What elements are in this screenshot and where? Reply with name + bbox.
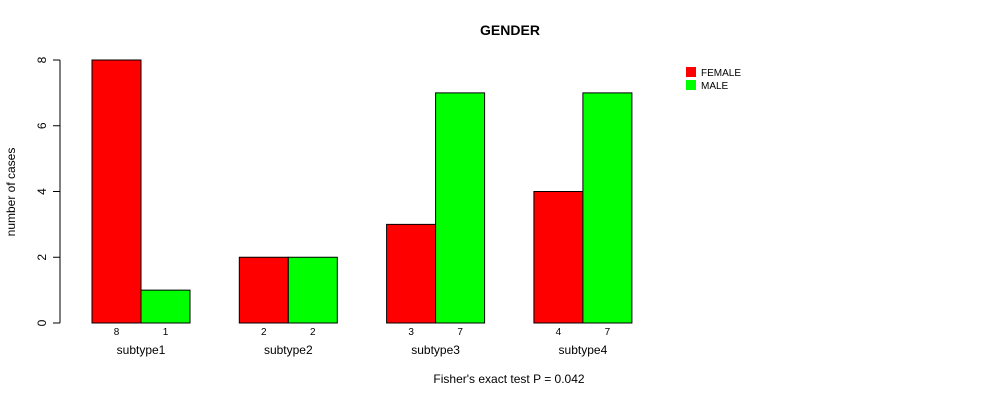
bar-count-label: 4 — [556, 327, 562, 338]
bar-female-subtype2 — [238, 256, 289, 324]
bar-count-label: 2 — [310, 327, 316, 338]
y-axis-label: number of cases — [4, 148, 18, 237]
bar-count-label: 8 — [114, 327, 120, 338]
bar-male-subtype4 — [582, 92, 633, 324]
bar-group-subtype4: 4 7 subtype4 — [533, 92, 633, 357]
bar-male-subtype3 — [435, 92, 486, 324]
y-tick-label: 6 — [35, 122, 49, 129]
bar-count-label: 2 — [261, 327, 267, 338]
y-tick-label: 8 — [35, 56, 49, 63]
bar-group-subtype3: 3 7 subtype3 — [386, 92, 486, 357]
y-axis: 0 2 4 6 8 — [35, 56, 61, 326]
y-tick-label: 2 — [35, 254, 49, 261]
category-label: subtype4 — [559, 343, 608, 357]
bar-count-label: 7 — [457, 327, 463, 338]
bar-group-subtype2: 2 2 subtype2 — [238, 256, 338, 357]
legend-label-female: FEMALE — [701, 68, 741, 79]
legend-swatch-male — [686, 80, 696, 90]
legend: FEMALE MALE — [686, 67, 741, 92]
bar-count-label: 7 — [605, 327, 611, 338]
category-label: subtype2 — [264, 343, 313, 357]
category-label: subtype3 — [411, 343, 460, 357]
bar-female-subtype3 — [386, 223, 437, 324]
bar-female-subtype4 — [533, 191, 584, 324]
bar-groups: 8 1 subtype1 2 2 subtype2 3 7 subtype3 4 7 subtype4 — [91, 59, 633, 357]
chart-title: GENDER — [480, 22, 540, 38]
y-tick-label: 4 — [35, 188, 49, 195]
bar-count-label: 3 — [408, 327, 414, 338]
fisher-test-footnote: Fisher's exact test P = 0.042 — [433, 372, 584, 386]
bar-female-subtype1 — [91, 59, 142, 324]
bar-count-label: 1 — [163, 327, 169, 338]
legend-swatch-female — [686, 67, 696, 77]
legend-label-male: MALE — [701, 81, 729, 92]
y-tick-label: 0 — [35, 319, 49, 326]
category-label: subtype1 — [117, 343, 166, 357]
bar-male-subtype2 — [287, 256, 338, 324]
bar-group-subtype1: 8 1 subtype1 — [91, 59, 191, 357]
bar-male-subtype1 — [140, 289, 191, 324]
